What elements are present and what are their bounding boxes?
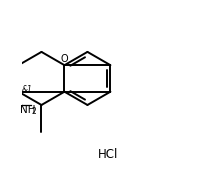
- Polygon shape: [18, 92, 22, 106]
- Text: O: O: [61, 54, 68, 64]
- Text: HCl: HCl: [98, 148, 118, 161]
- Text: NH: NH: [20, 105, 35, 115]
- Text: 2: 2: [32, 107, 36, 116]
- Text: &1: &1: [22, 85, 32, 94]
